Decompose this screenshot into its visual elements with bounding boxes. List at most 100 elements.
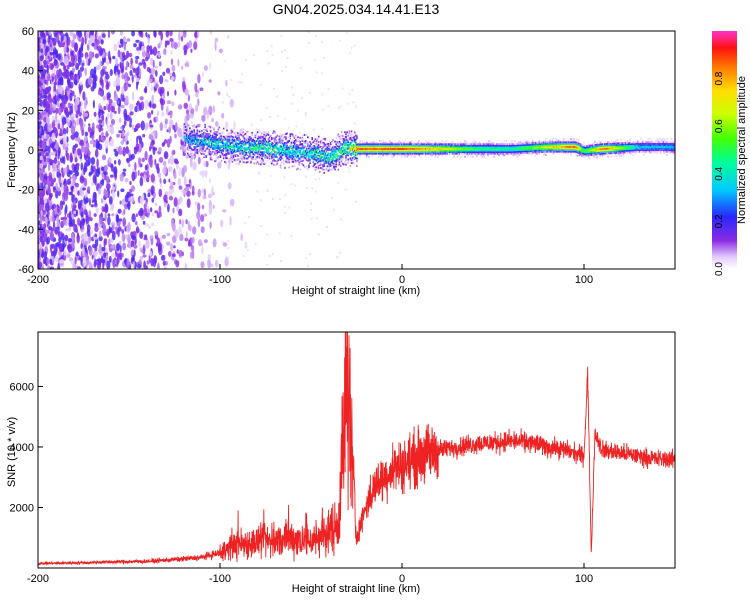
- heatmap-cell: [229, 216, 232, 226]
- heatmap-cell: [252, 137, 254, 139]
- heatmap-cell: [62, 94, 66, 101]
- heatmap-cell: [198, 239, 202, 246]
- heatmap-cell: [151, 212, 155, 217]
- heatmap-cell: [147, 192, 151, 198]
- heatmap-cell: [151, 197, 155, 203]
- heatmap-cell: [126, 38, 131, 42]
- heatmap-cell: [116, 133, 120, 138]
- heatmap-cell: [261, 157, 263, 160]
- heatmap-cell: [57, 123, 61, 130]
- heatmap-cell: [203, 155, 205, 157]
- heatmap-cell: [101, 33, 106, 38]
- heatmap-cell: [344, 188, 347, 191]
- heatmap-cell: [52, 171, 55, 180]
- heatmap-cell: [119, 200, 122, 205]
- heatmap-cell: [214, 41, 217, 51]
- heatmap-cell: [169, 181, 174, 187]
- heatmap-cell: [99, 59, 102, 69]
- heatmap-cell: [238, 162, 240, 165]
- heatmap-cell: [89, 132, 93, 136]
- heatmap-cell: [93, 66, 97, 74]
- heatmap-cell: [166, 100, 172, 105]
- heatmap-cell: [145, 265, 148, 269]
- heatmap-cell: [171, 218, 175, 228]
- heatmap-cell: [206, 154, 209, 156]
- heatmap-cell: [280, 50, 283, 53]
- heatmap-cell: [222, 209, 227, 213]
- heatmap-cell: [209, 156, 212, 159]
- heatmap-cell: [218, 157, 221, 160]
- heatmap-cell: [100, 39, 104, 45]
- heatmap-cell: [323, 172, 325, 174]
- heatmap-cell: [177, 127, 183, 138]
- heatmap-cell: [155, 83, 159, 89]
- heatmap-cell: [112, 55, 116, 60]
- heatmap-cell: [289, 150, 292, 153]
- heatmap-cell: [58, 77, 64, 81]
- heatmap-cell: [257, 171, 260, 174]
- heatmap-cell: [124, 177, 129, 183]
- heatmap-cell: [241, 146, 244, 148]
- heatmap-cell: [181, 219, 184, 228]
- heatmap-cell: [321, 138, 323, 141]
- heatmap-cell: [303, 134, 306, 136]
- heatmap-cell: [150, 67, 155, 72]
- heatmap-cell: [181, 65, 184, 70]
- heatmap-cell: [93, 236, 98, 240]
- heatmap-cell: [260, 137, 262, 140]
- heatmap-cell: [257, 129, 260, 131]
- heatmap-cell: [40, 210, 43, 217]
- heatmap-cell: [159, 177, 162, 184]
- heatmap-cell: [59, 259, 64, 264]
- heatmap-cell: [147, 112, 152, 119]
- heatmap-cell: [118, 130, 123, 134]
- heatmap-cell: [52, 150, 56, 156]
- heatmap-cell: [87, 237, 90, 245]
- heatmap-cell: [95, 207, 100, 214]
- heatmap-cell: [89, 260, 92, 269]
- heatmap-cell: [318, 177, 321, 180]
- heatmap-cell: [63, 249, 67, 256]
- heatmap-cell: [41, 110, 47, 116]
- heatmap-cell: [178, 167, 181, 177]
- heatmap-cell: [291, 86, 293, 89]
- heatmap-cell: [200, 214, 205, 223]
- heatmap-cell: [133, 67, 136, 73]
- heatmap-cell: [97, 188, 102, 195]
- heatmap-cell: [340, 131, 343, 133]
- heatmap-cell: [337, 133, 340, 136]
- heatmap-cell: [242, 128, 245, 131]
- heatmap-cell: [178, 249, 183, 257]
- heatmap-cell: [409, 141, 412, 144]
- heatmap-cell: [403, 141, 405, 144]
- heatmap-cell: [214, 259, 219, 268]
- heatmap-cell: [281, 140, 284, 143]
- heatmap-cell: [387, 141, 390, 144]
- heatmap-cell: [97, 90, 102, 96]
- heatmap-cell: [272, 198, 274, 200]
- heatmap-cell: [265, 136, 268, 139]
- heatmap-cell: [188, 149, 190, 152]
- heatmap-cell: [258, 131, 261, 133]
- heatmap-cell: [67, 253, 71, 258]
- heatmap-cell: [193, 41, 198, 51]
- heatmap-cell: [139, 196, 144, 205]
- heatmap-cell: [299, 168, 301, 171]
- heatmap-cell: [173, 172, 177, 180]
- heatmap-cell: [95, 39, 100, 46]
- heatmap-cell: [174, 133, 177, 139]
- heatmap-cell: [135, 221, 138, 226]
- heatmap-cell: [174, 122, 178, 132]
- heatmap-cell: [124, 133, 128, 144]
- heatmap-cell: [322, 159, 324, 162]
- heatmap-cell: [47, 186, 51, 195]
- heatmap-cell: [197, 202, 201, 212]
- heatmap-cell: [87, 156, 91, 166]
- heatmap-cell: [142, 134, 146, 138]
- heatmap-cell: [74, 143, 78, 148]
- heatmap-cell: [45, 152, 49, 157]
- heatmap-cell: [84, 146, 88, 155]
- heatmap-cell: [111, 105, 116, 113]
- heatmap-cell: [71, 113, 75, 117]
- heatmap-cell: [302, 159, 305, 162]
